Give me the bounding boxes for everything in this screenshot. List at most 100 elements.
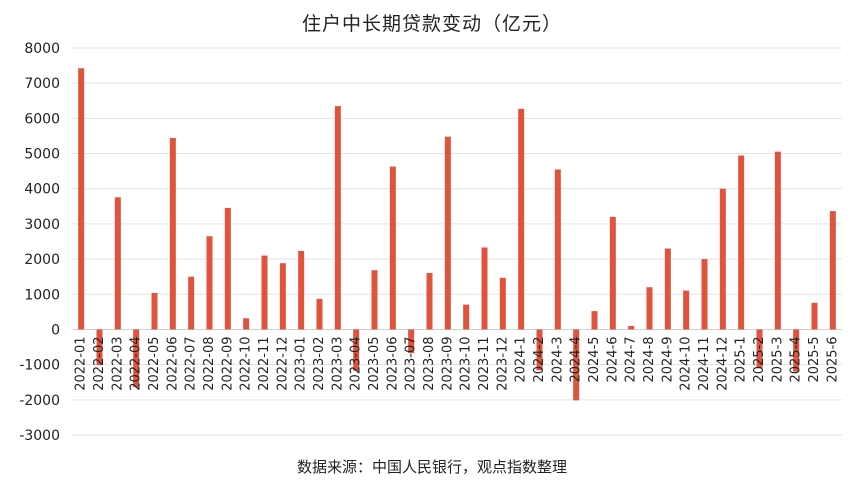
x-tick-label: 2024-8 — [642, 336, 657, 382]
bar-2025-3 — [774, 151, 781, 330]
x-tick-label: 2022-05 — [147, 336, 162, 390]
bar-2024-4 — [573, 329, 580, 401]
y-tick-label: 5000 — [24, 147, 60, 163]
chart-source-note: 数据来源：中国人民银行，观点指数整理 — [296, 458, 567, 476]
y-tick-label: 2000 — [24, 252, 60, 268]
x-tick-label: 2022-10 — [239, 336, 254, 390]
y-tick-label: 3000 — [24, 217, 60, 233]
x-tick-label: 2024-9 — [660, 336, 675, 382]
y-tick-label: 8000 — [24, 41, 60, 57]
x-tick-label: 2022-04 — [129, 336, 144, 390]
x-tick-label: 2023-01 — [294, 336, 309, 390]
bar-2023-08 — [426, 272, 433, 330]
bar-2023-03 — [334, 106, 341, 330]
x-tick-label: 2023-04 — [349, 336, 364, 390]
x-tick-label: 2023-10 — [459, 336, 474, 390]
bar-2023-09 — [444, 136, 451, 330]
x-tick-label: 2023-06 — [385, 336, 400, 390]
y-tick-label: -2000 — [19, 393, 60, 409]
bar-2025-4 — [793, 329, 800, 372]
x-tick-label: 2025-4 — [789, 336, 804, 382]
bar-2022-07 — [188, 276, 195, 330]
y-tick-label: -3000 — [19, 428, 60, 444]
x-tick-label: 2025-1 — [734, 336, 749, 382]
x-tick-label: 2024-6 — [605, 336, 620, 382]
bar-2023-01 — [298, 250, 305, 330]
bar-2022-01 — [78, 68, 85, 330]
bar-2024-3 — [554, 169, 561, 330]
bar-2024-6 — [609, 216, 616, 330]
x-tick-label: 2024-11 — [697, 336, 712, 390]
bar-2025-1 — [738, 155, 745, 330]
y-tick-label: 7000 — [24, 76, 60, 92]
x-tick-label: 2022-06 — [165, 336, 180, 390]
x-tick-label: 2022-01 — [74, 336, 89, 390]
x-tick-label: 2024-4 — [569, 336, 584, 382]
bar-2022-03 — [114, 197, 121, 330]
bar-2022-06 — [169, 137, 176, 330]
bar-2024-8 — [646, 287, 653, 330]
bar-2022-11 — [261, 255, 268, 330]
x-tick-label: 2024-5 — [587, 336, 602, 382]
bar-2025-6 — [829, 211, 836, 330]
bar-2022-09 — [224, 207, 231, 330]
x-tick-label: 2023-02 — [312, 336, 327, 390]
x-tick-label: 2025-5 — [807, 336, 822, 382]
bar-2024-2 — [536, 329, 543, 371]
bar-2024-7 — [628, 325, 635, 330]
bar-2024-5 — [591, 311, 598, 330]
bar-2023-12 — [499, 277, 506, 330]
bar-2025-2 — [756, 329, 763, 369]
bar-2025-5 — [811, 302, 818, 330]
x-tick-label: 2024-10 — [679, 336, 694, 390]
x-tick-label: 2022-08 — [202, 336, 217, 390]
x-tick-label: 2025-2 — [752, 336, 767, 382]
x-tick-label: 2024-3 — [550, 336, 565, 382]
x-tick-label: 2022-03 — [110, 336, 125, 390]
chart-title: 住户中长期贷款变动（亿元） — [301, 13, 562, 35]
y-axis-ticks: 8000 7000 6000 5000 4000 3000 2000 1000 0 -1000 -2… — [19, 41, 60, 444]
x-tick-label: 2024-7 — [624, 336, 639, 382]
bar-2023-10 — [463, 304, 470, 330]
bar-2024-10 — [683, 290, 690, 330]
x-tick-label: 2022-07 — [184, 336, 199, 390]
y-tick-label: 1000 — [24, 287, 60, 303]
x-tick-label: 2023-09 — [440, 336, 455, 390]
bar-2024-12 — [719, 188, 726, 330]
bar-2024-9 — [664, 248, 671, 330]
x-tick-label: 2022-12 — [275, 336, 290, 390]
x-tick-label: 2023-07 — [404, 336, 419, 390]
x-tick-label: 2025-6 — [825, 336, 840, 382]
x-tick-label: 2024-1 — [514, 336, 529, 382]
bar-2022-12 — [279, 263, 286, 330]
bars — [78, 68, 836, 401]
bar-2022-04 — [133, 329, 140, 388]
y-tick-label: 6000 — [24, 111, 60, 127]
x-tick-label: 2024-2 — [532, 336, 547, 382]
bar-2024-11 — [701, 259, 708, 330]
y-tick-label: 4000 — [24, 182, 60, 198]
bar-2023-07 — [408, 329, 415, 354]
bar-2023-05 — [371, 270, 378, 330]
y-tick-label: -1000 — [19, 358, 60, 374]
x-tick-label: 2023-12 — [495, 336, 510, 390]
x-tick-label: 2023-03 — [330, 336, 345, 390]
bar-2024-1 — [518, 108, 525, 330]
x-tick-label: 2024-12 — [715, 336, 730, 390]
y-tick-label: 0 — [51, 322, 60, 338]
bar-2023-06 — [389, 166, 396, 330]
x-tick-label: 2023-08 — [422, 336, 437, 390]
bar-2023-02 — [316, 298, 323, 330]
x-tick-label: 2022-11 — [257, 336, 272, 390]
bar-2023-11 — [481, 247, 488, 330]
x-tick-label: 2023-11 — [477, 336, 492, 390]
x-tick-label: 2025-3 — [770, 336, 785, 382]
x-tick-label: 2022-09 — [220, 336, 235, 390]
gridlines — [72, 47, 842, 436]
bar-2022-10 — [243, 318, 250, 330]
x-tick-label: 2022-02 — [92, 336, 107, 390]
x-tick-label: 2023-05 — [367, 336, 382, 390]
bar-2022-08 — [206, 236, 213, 330]
